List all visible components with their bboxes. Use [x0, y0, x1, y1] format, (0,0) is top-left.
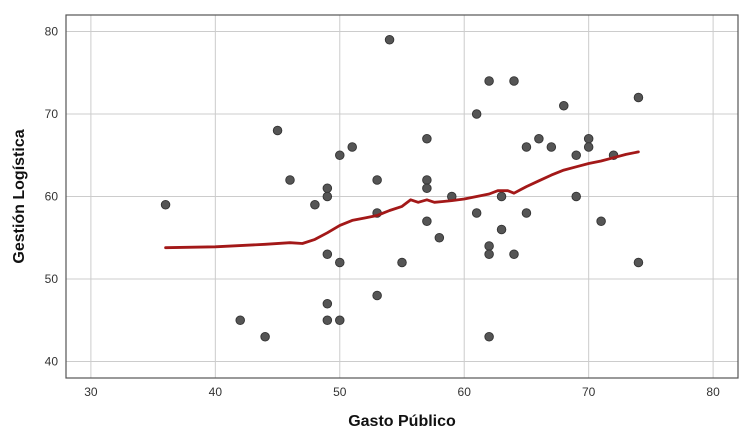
- data-point: [583, 142, 594, 152]
- data-point: [509, 76, 519, 86]
- data-point: [397, 257, 407, 268]
- data-point: [322, 315, 333, 326]
- data-point: [285, 175, 295, 185]
- data-point: [434, 232, 445, 243]
- y-axis-ticks: 40 50 60 70 80: [45, 25, 59, 369]
- x-axis-ticks: 30 40 50 60 70 80: [84, 385, 720, 399]
- data-point: [496, 191, 507, 202]
- data-point: [484, 76, 494, 86]
- data-point: [335, 257, 345, 268]
- y-axis-title: Gestión Logística: [11, 129, 28, 263]
- data-point: [509, 249, 519, 259]
- data-point: [484, 249, 494, 259]
- data-point: [322, 183, 333, 193]
- data-point: [471, 109, 482, 119]
- data-point: [521, 142, 532, 152]
- data-point: [559, 100, 569, 111]
- y-tick-label: 60: [45, 190, 59, 204]
- data-point: [422, 175, 432, 185]
- y-tick-label: 80: [45, 25, 59, 39]
- data-point: [496, 224, 507, 235]
- x-tick-label: 60: [458, 385, 472, 399]
- data-point: [571, 150, 581, 160]
- data-point: [484, 332, 494, 342]
- data-point: [335, 315, 345, 326]
- x-tick-label: 40: [209, 385, 223, 399]
- data-point: [260, 332, 270, 342]
- y-tick-label: 40: [45, 355, 59, 369]
- fit-line: [164, 150, 640, 250]
- data-point: [372, 175, 382, 185]
- data-point: [484, 241, 494, 251]
- data-point: [310, 199, 320, 210]
- data-point: [272, 125, 283, 136]
- data-points: [160, 35, 644, 342]
- data-point: [322, 191, 333, 202]
- data-point: [534, 133, 544, 144]
- data-point: [322, 249, 333, 259]
- data-point: [521, 208, 532, 218]
- data-point: [633, 92, 644, 103]
- data-point: [596, 216, 606, 226]
- data-point: [384, 35, 395, 45]
- x-tick-label: 50: [333, 385, 347, 399]
- data-point: [583, 133, 594, 144]
- data-point: [471, 208, 482, 218]
- data-point: [335, 150, 345, 160]
- x-tick-label: 80: [706, 385, 720, 399]
- grid: [66, 15, 738, 378]
- data-point: [422, 216, 432, 226]
- data-point: [160, 199, 171, 210]
- y-tick-label: 70: [45, 107, 59, 121]
- data-point: [571, 191, 581, 202]
- data-point: [322, 299, 333, 309]
- data-point: [546, 142, 557, 152]
- x-tick-label: 70: [582, 385, 596, 399]
- data-point: [633, 257, 644, 268]
- y-tick-label: 50: [45, 272, 59, 286]
- data-point: [422, 183, 432, 193]
- data-point: [235, 315, 245, 326]
- x-axis-title: Gasto Público: [348, 413, 456, 430]
- plot-frame: [65, 14, 739, 379]
- data-point: [372, 290, 382, 301]
- data-point: [422, 133, 432, 144]
- data-point: [347, 142, 357, 152]
- x-tick-label: 30: [84, 385, 98, 399]
